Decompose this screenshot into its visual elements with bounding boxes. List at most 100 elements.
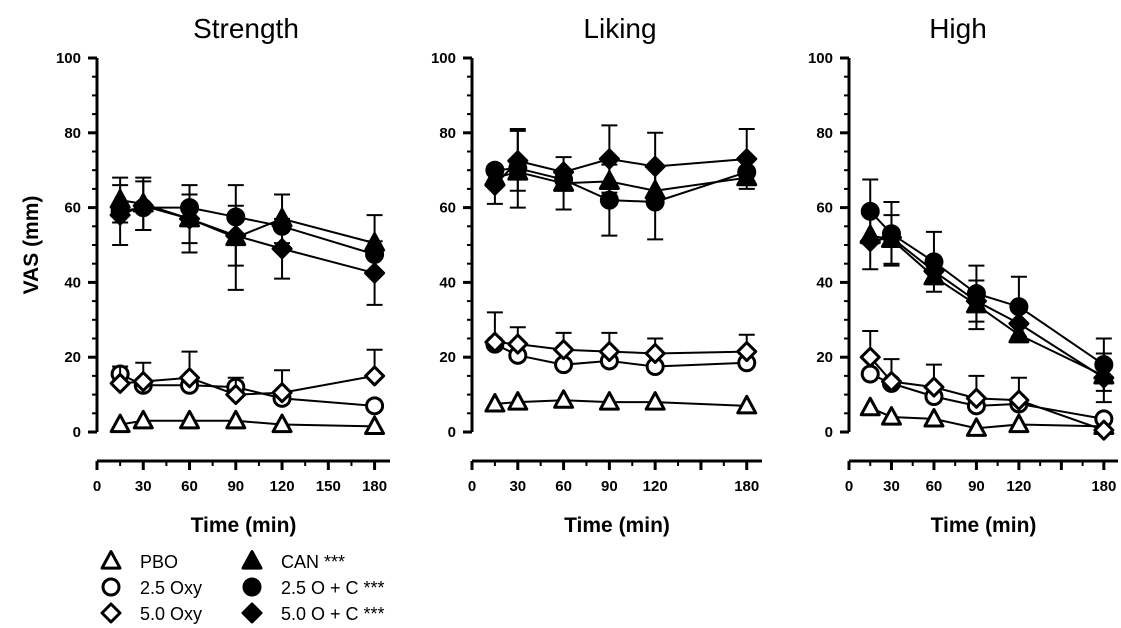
y-tick-label: 60 xyxy=(439,200,456,217)
data-point xyxy=(860,364,880,384)
data-point xyxy=(1009,297,1029,317)
x-tick-label: 60 xyxy=(555,478,572,495)
data-point xyxy=(132,195,154,217)
data-point xyxy=(598,148,620,170)
data-point xyxy=(1008,413,1030,434)
x-tick-label: 30 xyxy=(883,478,900,495)
y-tick-label: 80 xyxy=(439,125,456,142)
y-tick-label: 60 xyxy=(64,200,81,217)
panel-high: High 0 20 40 60 80 100 0 30 60 90 120 180 Time (min) xyxy=(808,13,1118,537)
data-point xyxy=(553,339,575,361)
series-line xyxy=(119,419,375,428)
legend-marker xyxy=(242,577,262,597)
data-point xyxy=(507,333,529,355)
data-point xyxy=(364,365,386,387)
series-can xyxy=(109,176,386,291)
series-5-0-o-c xyxy=(484,124,758,205)
series-line xyxy=(119,204,375,275)
legend-item-pbo: PBO xyxy=(100,550,178,572)
data-point xyxy=(965,290,987,312)
series-line xyxy=(870,236,1105,379)
data-point xyxy=(484,393,506,413)
series-line xyxy=(494,343,747,368)
data-point xyxy=(859,346,881,368)
data-point xyxy=(880,227,902,249)
x-tick-label: 90 xyxy=(601,478,618,495)
legend-marker xyxy=(101,577,121,597)
x-axis-label: Time (min) xyxy=(191,514,297,537)
data-point xyxy=(271,382,293,404)
y-tick-label: 80 xyxy=(816,125,833,142)
legend: PBO 2.5 Oxy 5.0 Oxy CAN *** 2.5 O + C *** 5.0… xyxy=(100,550,385,624)
series-5-0-o-c xyxy=(109,180,386,306)
legend-item-5-0-o-c: 5.0 O + C *** xyxy=(241,602,385,624)
series-pbo xyxy=(859,396,1115,437)
data-point xyxy=(553,161,575,183)
series-pbo xyxy=(109,409,386,435)
legend-marker xyxy=(241,550,263,570)
series-line xyxy=(119,206,375,256)
series-5-0-oxy xyxy=(859,330,1115,441)
data-point xyxy=(923,260,945,282)
series-pbo xyxy=(484,389,758,415)
y-tick-label: 40 xyxy=(64,274,81,291)
x-tick-label: 150 xyxy=(316,478,341,495)
legend-item-2-5-oxy: 2.5 Oxy xyxy=(101,577,202,598)
series-line xyxy=(869,373,1105,420)
data-point xyxy=(644,342,666,364)
data-point xyxy=(364,262,386,284)
x-tick-label: 60 xyxy=(926,478,943,495)
data-point xyxy=(132,409,154,430)
data-point xyxy=(880,371,902,393)
legend-label: 2.5 Oxy xyxy=(140,578,202,598)
legend-item-5-0-oxy: 5.0 Oxy xyxy=(100,602,202,624)
panel-title: High xyxy=(929,13,987,44)
x-tick-label: 120 xyxy=(270,478,295,495)
data-point xyxy=(880,406,902,426)
data-point xyxy=(179,208,201,230)
y-tick-label: 100 xyxy=(808,50,833,67)
series-5-0-oxy xyxy=(109,348,386,406)
series-line xyxy=(494,341,747,355)
legend-marker xyxy=(241,602,263,624)
data-point xyxy=(1093,367,1115,389)
series-2-5-oxy xyxy=(110,364,385,416)
legend-item-can: CAN *** xyxy=(241,550,345,572)
data-point xyxy=(859,396,881,417)
x-tick-label: 0 xyxy=(845,478,853,495)
series-line xyxy=(869,210,1105,366)
data-point xyxy=(365,396,385,416)
x-tick-label: 180 xyxy=(362,478,387,495)
data-point xyxy=(1008,313,1030,335)
x-axis-label: Time (min) xyxy=(931,514,1037,537)
data-point xyxy=(271,413,293,434)
data-point xyxy=(644,391,666,411)
data-point xyxy=(923,376,945,398)
data-point xyxy=(225,225,247,247)
x-tick-label: 180 xyxy=(734,478,759,495)
data-point xyxy=(179,367,201,389)
data-point xyxy=(109,413,131,434)
legend-item-2-5-o-c: 2.5 O + C *** xyxy=(242,577,385,598)
series-line xyxy=(494,399,747,407)
panel-title: Liking xyxy=(583,13,656,44)
data-point xyxy=(1008,389,1030,411)
y-tick-label: 80 xyxy=(64,125,81,142)
x-tick-label: 120 xyxy=(1006,478,1031,495)
data-point xyxy=(225,384,247,406)
chart-panels: Strength 0 20 40 60 80 100 0 30 60 90 120 150 180 Time… xyxy=(56,13,1118,537)
y-tick-label: 40 xyxy=(816,274,833,291)
data-point xyxy=(364,415,386,435)
legend-marker xyxy=(100,550,122,570)
x-tick-label: 90 xyxy=(227,478,244,495)
data-point xyxy=(484,174,506,196)
series-2-5-oxy xyxy=(485,334,757,377)
x-tick-label: 0 xyxy=(93,478,101,495)
legend-label: CAN *** xyxy=(281,552,345,572)
y-tick-label: 20 xyxy=(439,349,456,366)
x-tick-label: 30 xyxy=(509,478,526,495)
data-point xyxy=(271,238,293,260)
data-point xyxy=(179,409,201,430)
data-point xyxy=(1093,419,1115,441)
series-line xyxy=(119,373,375,407)
